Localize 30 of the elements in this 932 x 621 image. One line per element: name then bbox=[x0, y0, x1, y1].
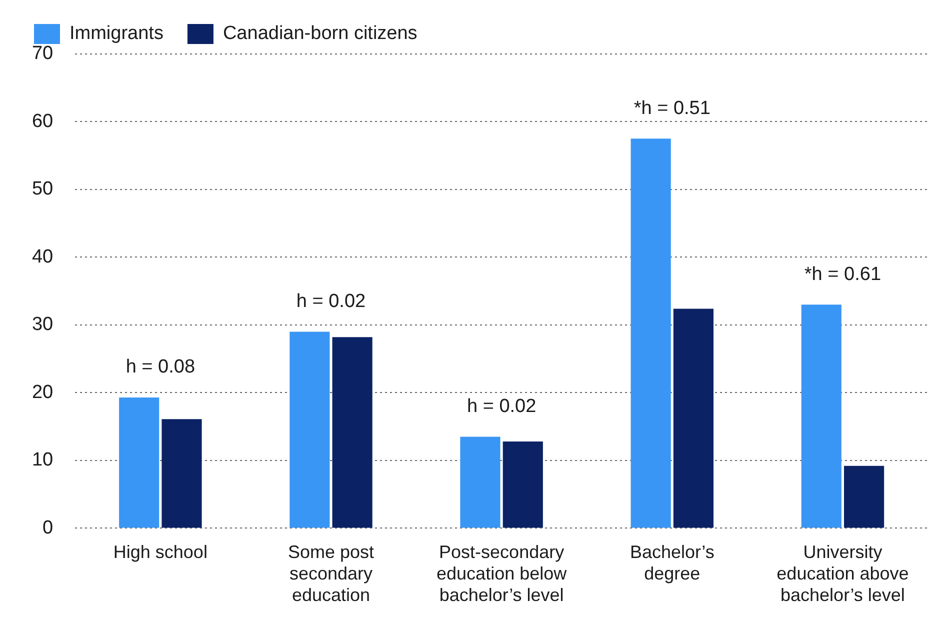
bar bbox=[332, 337, 372, 528]
y-tick-label: 20 bbox=[32, 382, 54, 403]
y-tick-label: 50 bbox=[32, 178, 54, 200]
bar bbox=[502, 441, 543, 528]
bar bbox=[162, 419, 202, 528]
bar bbox=[119, 397, 160, 528]
bar bbox=[801, 304, 842, 528]
legend-label: Canadian-born citizens bbox=[222, 23, 418, 44]
bar bbox=[844, 466, 884, 528]
y-tick-label: 10 bbox=[32, 450, 54, 471]
y-tick-label: 70 bbox=[32, 43, 54, 64]
y-tick-label: 30 bbox=[32, 314, 54, 336]
y-tick-label: 40 bbox=[32, 246, 54, 268]
annotation: h = 0.02 bbox=[296, 290, 366, 312]
x-tick-label: High school bbox=[113, 542, 208, 562]
annotation: h = 0.02 bbox=[466, 396, 536, 417]
annotation: *h = 0.61 bbox=[804, 264, 882, 285]
x-tick-label: University education above bachelor’s level bbox=[776, 542, 909, 606]
x-tick-label: Bachelor’s degree bbox=[630, 542, 714, 584]
bar bbox=[460, 436, 500, 528]
x-tick-label: Some post secondary education bbox=[288, 542, 374, 606]
x-tick-label: Post-secondary education below bachelor’s level bbox=[436, 542, 568, 606]
legend-label: Immigrants bbox=[70, 23, 164, 44]
bar bbox=[630, 138, 671, 528]
annotation: h = 0.08 bbox=[126, 356, 196, 378]
bar bbox=[290, 332, 330, 528]
y-tick-label: 0 bbox=[42, 517, 54, 538]
annotation: *h = 0.51 bbox=[634, 98, 710, 119]
bar bbox=[673, 308, 714, 528]
y-tick-label: 60 bbox=[32, 110, 54, 132]
